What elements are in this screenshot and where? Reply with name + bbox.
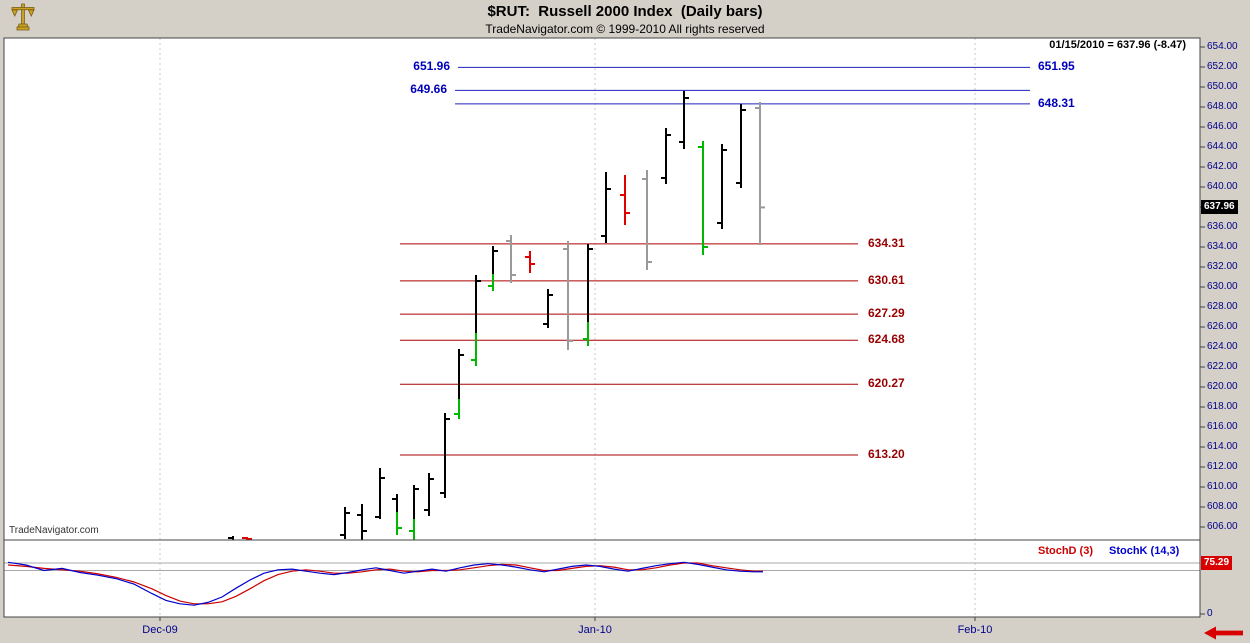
stoch-value-box: 75.29 (1201, 556, 1233, 570)
support-label: 630.61 (868, 272, 905, 287)
price-axis-label: 650.00 (1207, 81, 1238, 92)
copyright-line: TradeNavigator.com © 1999-2010 All right… (485, 22, 765, 36)
trade-navigator-logo-icon (7, 1, 39, 35)
support-label: 613.20 (868, 447, 905, 461)
price-axis-label: 606.00 (1207, 521, 1238, 532)
price-axis-label: 610.00 (1207, 481, 1238, 492)
price-axis-label: 628.00 (1207, 301, 1238, 312)
resistance-label: 651.96 (413, 59, 450, 74)
price-axis-label: 608.00 (1207, 501, 1238, 512)
price-axis-label: 646.00 (1207, 121, 1238, 132)
price-axis-label: 618.00 (1207, 401, 1238, 412)
price-axis-label: 642.00 (1207, 161, 1238, 172)
resistance-label: 649.66 (410, 82, 447, 97)
time-axis-label: Dec-09 (142, 624, 178, 636)
time-axis-label: Jan-10 (578, 624, 612, 636)
scroll-left-arrow[interactable] (1203, 626, 1245, 640)
price-axis-label: 614.00 (1207, 441, 1238, 452)
watermark: TradeNavigator.com (9, 525, 99, 536)
price-axis-label: 652.00 (1207, 61, 1238, 72)
resistance-label: 651.95 (1038, 59, 1075, 74)
price-axis-label: 626.00 (1207, 321, 1238, 332)
price-axis-label: 622.00 (1207, 361, 1238, 372)
stochd-line (7, 562, 763, 605)
price-axis-label: 634.00 (1207, 241, 1238, 252)
price-axis-label: 620.00 (1207, 381, 1238, 392)
price-axis-label: 654.00 (1207, 41, 1238, 52)
chart-title: $RUT: Russell 2000 Index (Daily bars) (487, 3, 763, 20)
last-quote-readout: 01/15/2010 = 637.96 (-8.47) (1049, 39, 1186, 51)
stoch-zero-label: 0 (1207, 608, 1213, 619)
price-axis-label: 640.00 (1207, 181, 1238, 192)
support-label: 624.68 (868, 332, 905, 347)
indicator-legend: StochD (3) StochK (14,3) (1038, 545, 1179, 557)
support-label: 620.27 (868, 376, 905, 391)
price-axis-label: 624.00 (1207, 341, 1238, 352)
price-axis-label: 636.00 (1207, 221, 1238, 232)
stochk-line (7, 561, 763, 606)
stochk-label[interactable]: StochK (14,3) (1109, 545, 1180, 557)
price-axis-label: 648.00 (1207, 101, 1238, 112)
price-axis-label: 616.00 (1207, 421, 1238, 432)
plot-background[interactable] (4, 38, 1200, 617)
stochd-label[interactable]: StochD (3) (1038, 545, 1093, 557)
price-axis-label: 630.00 (1207, 281, 1238, 292)
last-price-box: 637.96 (1201, 200, 1238, 214)
price-axis-label: 632.00 (1207, 261, 1238, 272)
time-axis-label: Feb-10 (957, 624, 993, 636)
support-label: 634.31 (868, 235, 905, 250)
price-axis-label: 644.00 (1207, 141, 1238, 152)
price-axis-label: 612.00 (1207, 461, 1238, 472)
resistance-label: 648.31 (1038, 95, 1075, 110)
support-label: 627.29 (868, 306, 905, 321)
